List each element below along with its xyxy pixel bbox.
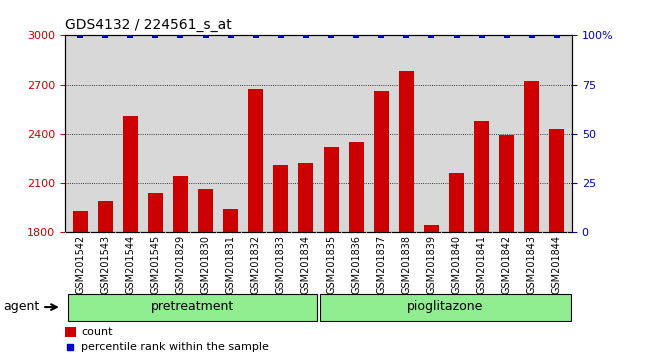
Point xyxy=(150,33,161,38)
Bar xyxy=(248,90,263,232)
Point xyxy=(226,33,236,38)
Text: GSM201542: GSM201542 xyxy=(75,235,85,294)
Bar xyxy=(273,165,289,232)
Point xyxy=(100,33,110,38)
Point xyxy=(376,33,387,38)
Bar xyxy=(348,142,364,232)
Bar xyxy=(474,120,489,232)
Point xyxy=(476,33,487,38)
Text: GSM201841: GSM201841 xyxy=(476,235,487,294)
Text: GDS4132 / 224561_s_at: GDS4132 / 224561_s_at xyxy=(65,18,232,32)
Text: percentile rank within the sample: percentile rank within the sample xyxy=(81,342,269,352)
Bar xyxy=(549,129,564,232)
Text: agent: agent xyxy=(3,300,40,313)
Text: GSM201831: GSM201831 xyxy=(226,235,236,294)
Point xyxy=(426,33,437,38)
Text: GSM201834: GSM201834 xyxy=(301,235,311,294)
Text: GSM201829: GSM201829 xyxy=(176,235,185,294)
Bar xyxy=(173,176,188,232)
Bar xyxy=(65,327,76,337)
Text: GSM201837: GSM201837 xyxy=(376,235,386,294)
Bar xyxy=(399,72,414,232)
Point xyxy=(526,33,537,38)
Text: GSM201838: GSM201838 xyxy=(401,235,411,294)
FancyBboxPatch shape xyxy=(68,293,317,321)
Point xyxy=(301,33,311,38)
Point xyxy=(75,33,85,38)
Text: GSM201544: GSM201544 xyxy=(125,235,135,294)
Point xyxy=(176,33,186,38)
Bar xyxy=(223,209,238,232)
Text: GSM201830: GSM201830 xyxy=(201,235,211,294)
Point xyxy=(250,33,261,38)
Bar xyxy=(298,163,313,232)
Point xyxy=(200,33,211,38)
Bar xyxy=(499,135,514,232)
Point xyxy=(125,33,135,38)
Bar xyxy=(324,147,339,232)
Bar xyxy=(98,201,112,232)
Bar xyxy=(449,173,464,232)
Text: GSM201543: GSM201543 xyxy=(100,235,110,294)
Point xyxy=(326,33,336,38)
Bar xyxy=(73,211,88,232)
Point xyxy=(351,33,361,38)
Text: GSM201832: GSM201832 xyxy=(251,235,261,294)
Text: GSM201839: GSM201839 xyxy=(426,235,436,294)
Point xyxy=(65,344,75,350)
Bar xyxy=(424,225,439,232)
Text: pretreatment: pretreatment xyxy=(151,300,234,313)
Point xyxy=(502,33,512,38)
Bar xyxy=(148,193,163,232)
Bar xyxy=(374,91,389,232)
Text: GSM201844: GSM201844 xyxy=(552,235,562,294)
Text: GSM201545: GSM201545 xyxy=(150,235,161,294)
Text: GSM201843: GSM201843 xyxy=(527,235,537,294)
Bar xyxy=(198,189,213,232)
Text: count: count xyxy=(81,327,112,337)
Point xyxy=(552,33,562,38)
Text: GSM201840: GSM201840 xyxy=(452,235,461,294)
Text: pioglitazone: pioglitazone xyxy=(407,300,484,313)
Text: GSM201842: GSM201842 xyxy=(502,235,512,294)
Point xyxy=(401,33,411,38)
Text: GSM201835: GSM201835 xyxy=(326,235,336,294)
FancyBboxPatch shape xyxy=(320,293,571,321)
Point xyxy=(276,33,286,38)
Point xyxy=(451,33,462,38)
Bar xyxy=(123,116,138,232)
Bar xyxy=(525,81,540,232)
Text: GSM201833: GSM201833 xyxy=(276,235,286,294)
Text: GSM201836: GSM201836 xyxy=(351,235,361,294)
